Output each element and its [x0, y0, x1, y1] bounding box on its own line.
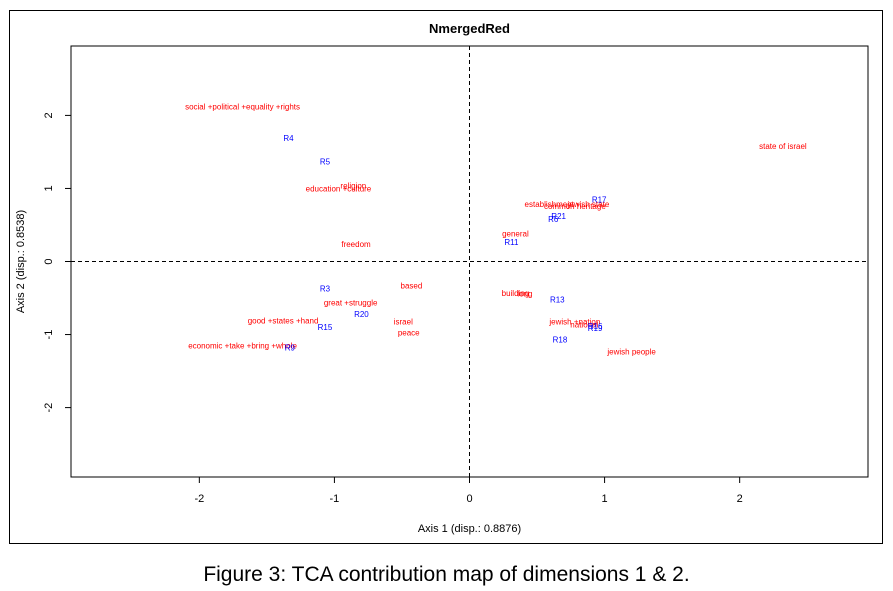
- term-label: economic +take +bring +whole: [188, 342, 297, 351]
- term-label: social +political +equality +rights: [185, 103, 300, 112]
- y-tick-label: 0: [43, 258, 55, 264]
- y-axis-label: Axis 2 (disp.: 0.8538): [15, 210, 27, 313]
- y-tick-label: -2: [43, 403, 55, 413]
- response-label: R5: [320, 157, 331, 166]
- response-label: R21: [551, 212, 566, 221]
- term-label: common heritage: [544, 202, 606, 211]
- term-label: jewish people: [606, 347, 656, 356]
- term-label: establishment: [525, 200, 575, 209]
- response-label: R19: [588, 324, 603, 333]
- x-axis-label: Axis 1 (disp.: 0.8876): [418, 523, 521, 535]
- response-label: R20: [354, 310, 369, 319]
- term-label: good +states +hand: [248, 317, 319, 326]
- response-label: R17: [592, 195, 607, 204]
- x-tick-label: 1: [602, 493, 608, 505]
- term-label: state of israel: [759, 142, 807, 151]
- term-label: great +struggle: [324, 298, 378, 307]
- response-label: R11: [504, 238, 519, 247]
- y-tick-label: -1: [43, 330, 55, 340]
- x-tick-label: 0: [466, 493, 472, 505]
- x-tick-label: 2: [737, 493, 743, 505]
- term-label: jewish +nation: [548, 317, 600, 326]
- term-label: israel: [394, 317, 413, 326]
- term-label: building: [502, 289, 530, 298]
- term-label: peace: [398, 328, 420, 337]
- chart-title: NmergedRed: [429, 21, 510, 36]
- term-label: general: [502, 230, 529, 239]
- term-label: based: [401, 282, 423, 291]
- response-label: R3: [320, 285, 331, 294]
- figure-frame: [9, 10, 883, 544]
- response-label: R9: [285, 344, 296, 353]
- term-label: jewish state: [566, 200, 609, 209]
- figure-caption: Figure 3: TCA contribution map of dimens…: [203, 563, 690, 586]
- response-label: R6: [548, 215, 559, 224]
- term-label: freedom: [341, 240, 371, 249]
- term-label: education +culture: [306, 184, 372, 193]
- response-label: R13: [550, 295, 565, 304]
- x-tick-label: -1: [330, 493, 340, 505]
- response-label: R16: [588, 322, 603, 331]
- response-label: R18: [553, 336, 568, 345]
- term-label: long: [517, 290, 532, 299]
- y-tick-label: 2: [43, 112, 55, 118]
- y-tick-label: 1: [43, 185, 55, 191]
- response-label: R4: [283, 134, 294, 143]
- term-label: national: [570, 320, 598, 329]
- x-tick-label: -2: [194, 493, 204, 505]
- response-label: R15: [318, 323, 333, 332]
- term-label: religion: [340, 182, 366, 191]
